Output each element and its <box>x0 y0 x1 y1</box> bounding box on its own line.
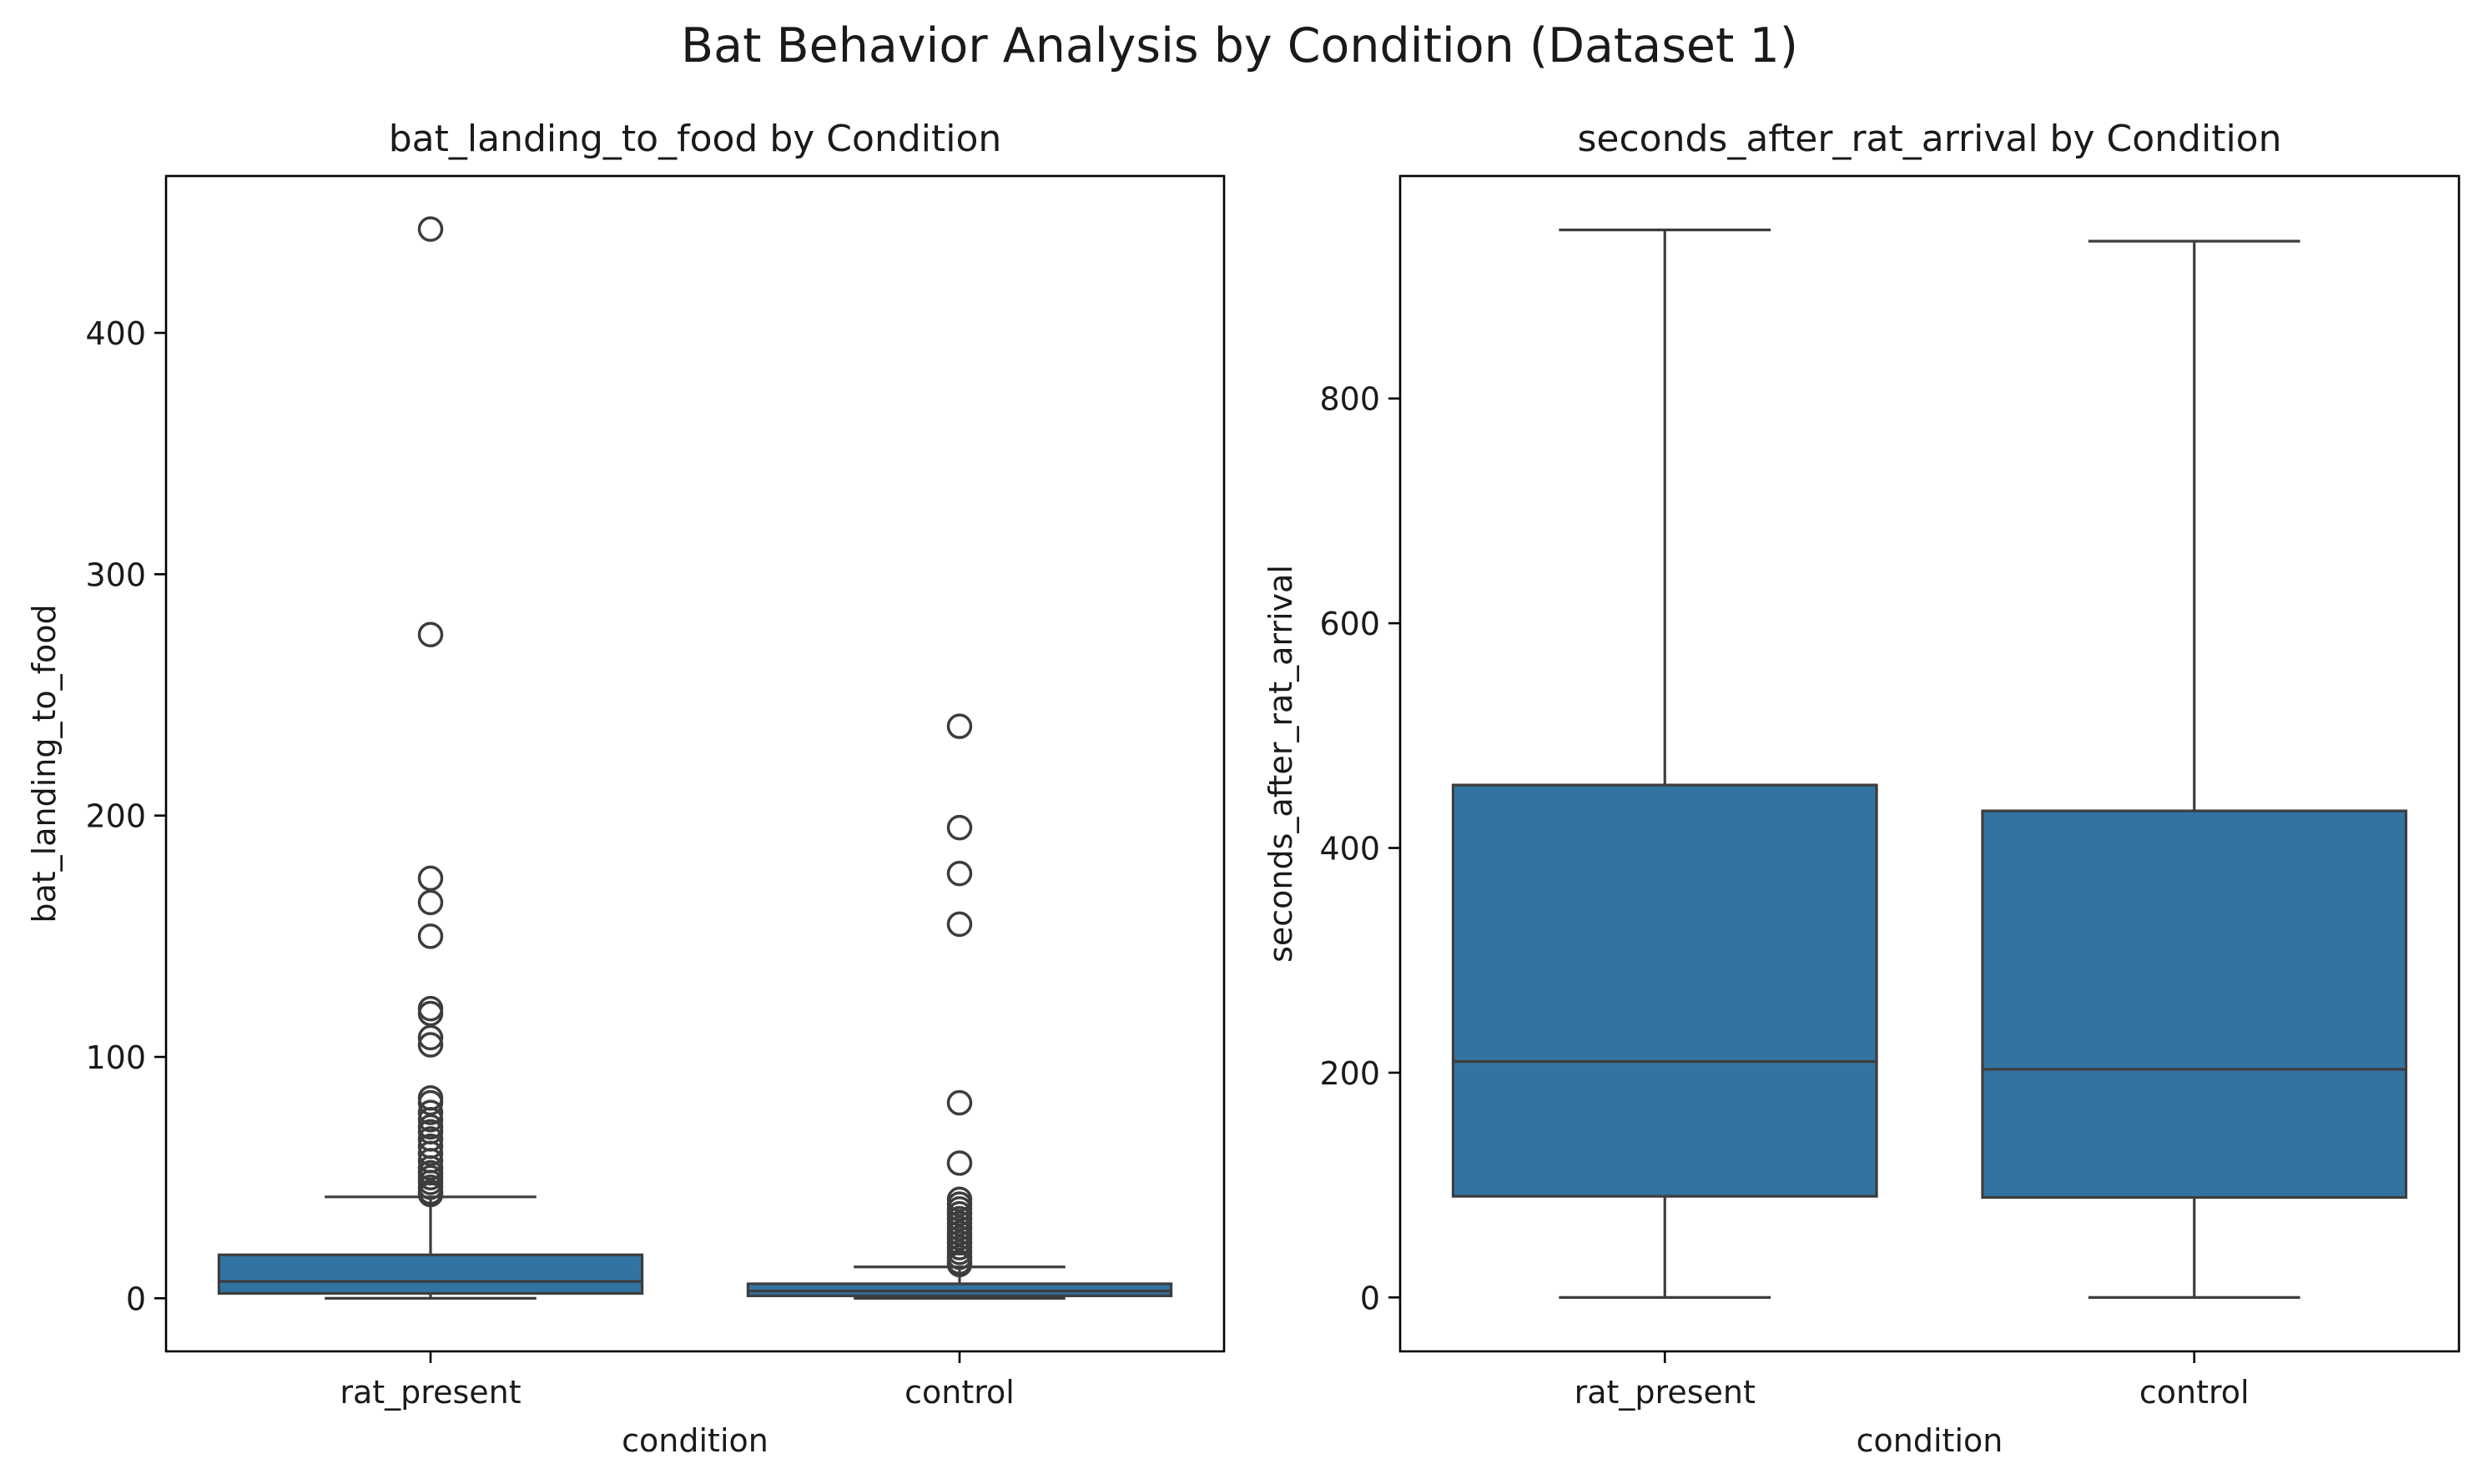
outlier-point <box>417 1032 444 1058</box>
outlier-point <box>417 1099 444 1125</box>
box-control <box>746 713 1173 1300</box>
x-tick-label: rat_present <box>1575 1374 1756 1411</box>
y-tick-label: 400 <box>85 315 146 352</box>
outlier-point <box>946 814 973 841</box>
figure-title: Bat Behavior Analysis by Condition (Data… <box>681 18 1798 73</box>
subplot-2: seconds_after_rat_arrival by Condition 0 2… <box>1262 118 2461 1459</box>
axes-frame <box>1398 174 2461 1353</box>
y-tick-label: 300 <box>85 556 146 593</box>
box-rat_present <box>1451 229 1878 1299</box>
outlier-point <box>946 1251 973 1278</box>
y-tick-label: 100 <box>85 1039 146 1076</box>
subplot-1: bat_landing_to_food by Condition 0 100 200 3… <box>26 118 1226 1459</box>
y-tick-label: 600 <box>1319 606 1380 642</box>
x-axis-label: condition <box>622 1422 768 1459</box>
outlier-point <box>417 865 444 892</box>
outlier-point <box>417 1000 444 1027</box>
subplot-title: bat_landing_to_food by Condition <box>389 118 1002 160</box>
x-tick-label: control <box>904 1374 1015 1411</box>
box-rat_present <box>217 216 644 1300</box>
y-tick-label: 800 <box>1319 381 1380 418</box>
iqr-box <box>1981 809 2408 1200</box>
x-tick-label: rat_present <box>340 1374 521 1411</box>
x-axis-label: condition <box>1857 1422 2003 1459</box>
outlier-point <box>946 1150 973 1176</box>
outlier-point <box>417 1107 444 1133</box>
outlier-point <box>946 1089 973 1116</box>
outlier-point <box>946 860 973 887</box>
iqr-box <box>1451 783 1878 1198</box>
outlier-point <box>946 911 973 938</box>
outlier-point <box>417 1024 444 1051</box>
outlier-point <box>417 1089 444 1116</box>
outlier-point <box>417 1181 444 1208</box>
y-tick-label: 200 <box>1319 1055 1380 1092</box>
outlier-point <box>946 713 973 739</box>
outlier-point <box>417 923 444 949</box>
y-tick-label: 0 <box>126 1280 146 1317</box>
x-tick-label: control <box>2139 1374 2250 1411</box>
outlier-point <box>417 621 444 647</box>
box-control <box>1981 239 2408 1299</box>
outlier-point <box>417 1140 444 1167</box>
y-tick-label: 400 <box>1319 831 1380 868</box>
y-tick-label: 200 <box>85 798 146 835</box>
y-axis-label: bat_landing_to_food <box>26 604 63 923</box>
subplot-title: seconds_after_rat_arrival by Condition <box>1578 118 2282 160</box>
axes-frame <box>164 174 1226 1353</box>
y-axis-label: seconds_after_rat_arrival <box>1262 565 1299 963</box>
outlier-point <box>417 889 444 916</box>
y-tick-label: 0 <box>1360 1280 1380 1316</box>
iqr-box <box>217 1253 644 1295</box>
outlier-point <box>417 216 444 242</box>
